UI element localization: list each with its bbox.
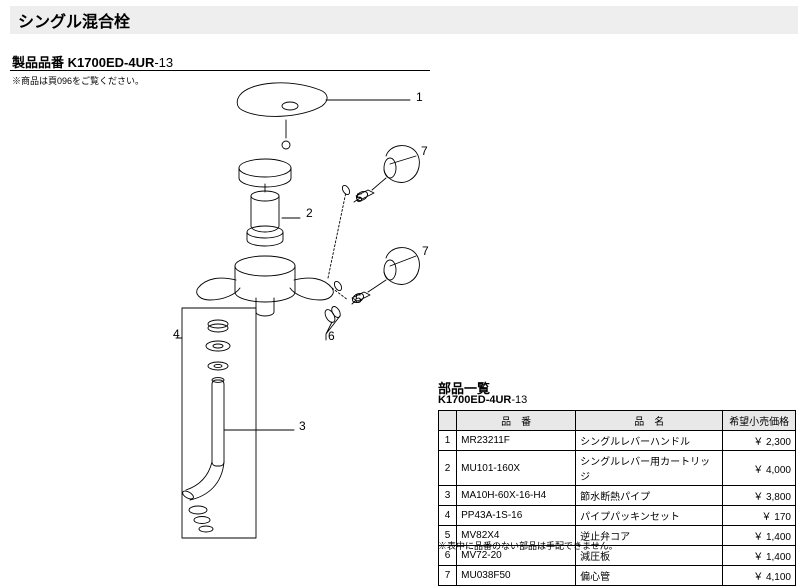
callout-number: 5 bbox=[355, 292, 362, 306]
callout-number: 3 bbox=[299, 419, 306, 433]
parts-list-model: K1700ED-4UR-13 bbox=[438, 394, 527, 406]
cell-code: MR23211F bbox=[457, 431, 576, 451]
part-cap-ring bbox=[239, 159, 291, 187]
part-reducer-plate bbox=[323, 305, 342, 324]
table-row: 1MR23211Fシングルレバーハンドル￥ 2,300 bbox=[439, 431, 796, 451]
cell-price: ￥ 170 bbox=[723, 506, 796, 526]
cell-name: パイプパッキンセット bbox=[576, 506, 723, 526]
part-spout-pipe bbox=[181, 378, 224, 501]
parts-table: 品 番 品 名 希望小売価格 1MR23211Fシングルレバーハンドル￥ 2,3… bbox=[438, 410, 796, 586]
cell-code: MA10H-60X-16-H4 bbox=[457, 486, 576, 506]
part-packing-set bbox=[182, 308, 256, 538]
cell-idx: 7 bbox=[439, 566, 457, 586]
cell-idx: 4 bbox=[439, 506, 457, 526]
cell-price: ￥ 1,400 bbox=[723, 546, 796, 566]
diagram-callouts: 1 7 5 2 7 5 6 4 3 bbox=[173, 90, 429, 433]
part-aerator bbox=[189, 506, 213, 532]
callout-number: 1 bbox=[416, 90, 423, 104]
product-number-label: 製品品番 bbox=[12, 55, 64, 70]
cell-price: ￥ 1,400 bbox=[723, 526, 796, 546]
callout-number: 2 bbox=[306, 206, 313, 220]
cell-price: ￥ 4,000 bbox=[723, 451, 796, 486]
parts-model-suffix: -13 bbox=[511, 394, 527, 406]
cell-name: シングルレバー用カートリッジ bbox=[576, 451, 723, 486]
cell-price: ￥ 3,800 bbox=[723, 486, 796, 506]
cell-idx: 2 bbox=[439, 451, 457, 486]
callout-number: 7 bbox=[422, 244, 429, 258]
part-inlet-nuts bbox=[333, 184, 351, 292]
table-row: 3MA10H-60X-16-H4節水断熱パイプ￥ 3,800 bbox=[439, 486, 796, 506]
parts-table-header: 品 番 品 名 希望小売価格 bbox=[439, 411, 796, 431]
cell-code: PP43A-1S-16 bbox=[457, 506, 576, 526]
part-faucet-body bbox=[197, 256, 334, 316]
cell-name: 節水断熱パイプ bbox=[576, 486, 723, 506]
callout-number: 5 bbox=[356, 191, 363, 205]
table-row: 2MU101-160Xシングルレバー用カートリッジ￥ 4,000 bbox=[439, 451, 796, 486]
cell-price: ￥ 4,100 bbox=[723, 566, 796, 586]
cell-code: MU101-160X bbox=[457, 451, 576, 486]
cell-name: シングルレバーハンドル bbox=[576, 431, 723, 451]
parts-table-note: ※表中に品番のない部品は手配できません。 bbox=[438, 539, 618, 552]
cell-idx: 1 bbox=[439, 431, 457, 451]
cell-code: MU038F50 bbox=[457, 566, 576, 586]
table-row: 7MU038F50偏心管￥ 4,100 bbox=[439, 566, 796, 586]
col-name: 品 名 bbox=[576, 411, 723, 431]
part-offset-adaptor-a bbox=[384, 146, 419, 183]
callout-number: 7 bbox=[421, 144, 428, 158]
section-title: シングル混合栓 bbox=[18, 8, 130, 32]
col-price: 希望小売価格 bbox=[723, 411, 796, 431]
callout-number: 4 bbox=[173, 327, 180, 341]
part-offset-adaptor-b bbox=[384, 248, 419, 285]
section-title-bar: シングル混合栓 bbox=[10, 6, 798, 34]
cell-idx: 3 bbox=[439, 486, 457, 506]
cell-name: 偏心管 bbox=[576, 566, 723, 586]
cell-price: ￥ 2,300 bbox=[723, 431, 796, 451]
parts-model-main: K1700ED-4UR bbox=[438, 394, 511, 406]
callout-number: 6 bbox=[328, 329, 335, 343]
col-idx bbox=[439, 411, 457, 431]
col-code: 品 番 bbox=[457, 411, 576, 431]
part-lever-handle bbox=[237, 83, 327, 149]
part-cartridge bbox=[247, 184, 283, 246]
table-row: 4PP43A-1S-16パイプパッキンセット￥ 170 bbox=[439, 506, 796, 526]
